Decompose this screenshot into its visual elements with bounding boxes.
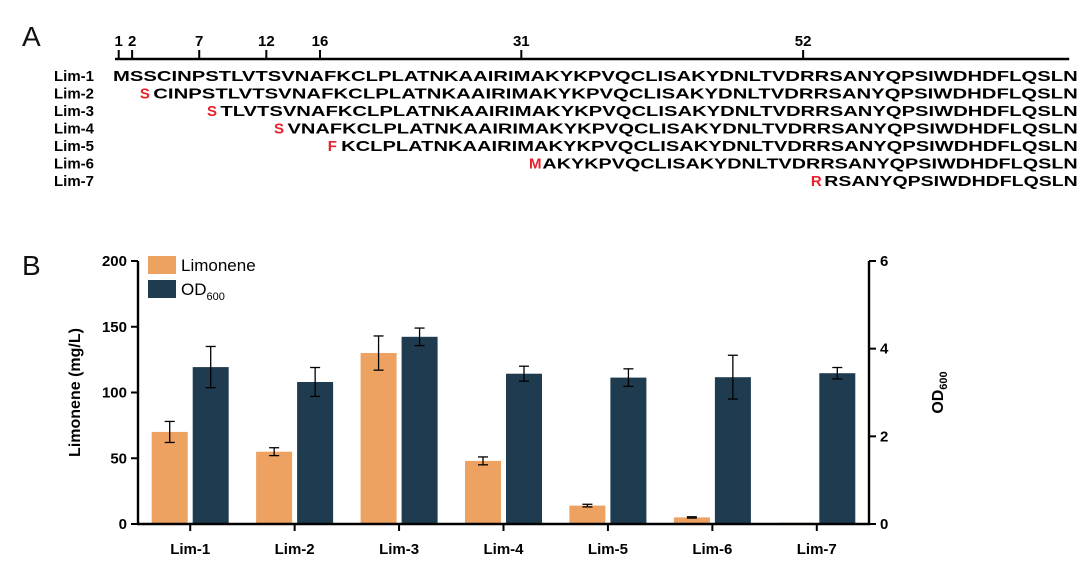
legend-label-main: OD: [181, 280, 207, 299]
bar-od: [506, 373, 542, 524]
bar-chart: 0 50 100 150 200 0 2 4 6 Lim-1 Lim-2 Lim-3 Lim-4 Lim-…: [67, 253, 950, 558]
y2-axis-title-main: OD: [930, 390, 947, 414]
highlight-residue: S: [274, 121, 284, 138]
error-bar: [164, 420, 175, 444]
bar-od: [610, 377, 647, 524]
ruler-number: 12: [258, 33, 275, 50]
right-tick-label: 0: [880, 516, 888, 533]
ruler-number: 2: [128, 33, 136, 50]
legend-label-sub: 600: [207, 291, 225, 303]
category-label: Lim-7: [797, 541, 837, 558]
category-label: Lim-6: [692, 541, 732, 558]
ruler-number: 1: [115, 33, 123, 50]
error-bar: [373, 335, 384, 371]
bar-limonene: [360, 353, 397, 524]
ruler-number: 7: [195, 33, 203, 50]
highlight-residue: M: [529, 156, 542, 173]
highlight-residue: R: [811, 173, 822, 190]
error-bar: [727, 354, 738, 400]
ruler-number: 52: [795, 33, 812, 50]
sequence-text: TLVTSVNAFKCLPLATNKAAIRIMAKYKPVQCLISAKYDN…: [220, 103, 1077, 120]
panel-a-label: A: [22, 21, 41, 52]
category-label: Lim-5: [588, 541, 628, 558]
bar-od: [819, 373, 856, 524]
sequence-text: CINPSTLVTSVNAFKCLPLATNKAAIRIMAKYKPVQCLIS…: [153, 86, 1078, 103]
legend-label: OD600: [181, 280, 225, 303]
row-name: Lim-4: [54, 121, 95, 138]
right-tick-label: 2: [880, 428, 888, 445]
legend-swatch-od: [148, 280, 176, 298]
left-tick-label: 100: [102, 385, 127, 402]
category-label: Lim-4: [483, 541, 524, 558]
bar-limonene: [569, 505, 606, 524]
bar-limonene: [673, 517, 710, 524]
ruler-number: 31: [513, 33, 530, 50]
left-tick-label: 50: [110, 450, 127, 467]
bar-od: [297, 382, 334, 524]
ruler-number: 16: [312, 33, 329, 50]
error-bar: [686, 516, 697, 519]
error-bar: [414, 327, 425, 347]
error-bar: [832, 366, 843, 380]
left-tick-label: 150: [102, 319, 127, 336]
error-bar: [478, 456, 488, 466]
right-tick-label: 6: [880, 253, 888, 270]
error-bar: [205, 345, 216, 389]
highlight-residue: S: [140, 86, 150, 103]
sequence-text: VNAFKCLPLATNKAAIRIMAKYKPVQCLISAKYDNLTVDR…: [287, 121, 1077, 138]
error-bar: [269, 447, 280, 457]
sequence-text: RSANYQPSIWDHDFLQSLN: [824, 173, 1078, 190]
legend-label: Limonene: [181, 256, 256, 275]
error-bar: [623, 368, 634, 388]
left-tick-label: 0: [119, 516, 127, 533]
y-axis-title: Limonene (mg/L): [67, 328, 84, 457]
legend-swatch-limonene: [148, 256, 176, 274]
highlight-residue: S: [207, 103, 217, 120]
y2-axis-title: OD600: [930, 371, 950, 413]
legend-label-main: Limonene: [181, 256, 256, 275]
error-bar: [582, 503, 593, 508]
highlight-residue: F: [328, 138, 337, 155]
error-bar: [519, 365, 529, 382]
right-tick-label: 4: [880, 341, 889, 358]
sequence-text: MSSCINPSTLVTSVNAFKCLPLATNKAAIRIMAKYKPVQC…: [113, 68, 1078, 85]
y2-axis-title-sub: 600: [938, 371, 950, 389]
panel-b-label: B: [22, 250, 41, 281]
sequence-text: KCLPLATNKAAIRIMAKYKPVQCLISAKYDNLTVDRRSAN…: [341, 138, 1078, 155]
bar-od: [714, 377, 751, 524]
bar-limonene: [256, 451, 293, 524]
category-label: Lim-3: [379, 541, 419, 558]
sequence-text: AKYKPVQCLISAKYDNLTVDRRSANYQPSIWDHDFLQSLN: [542, 156, 1077, 173]
bar-limonene: [465, 460, 501, 524]
row-name: Lim-1: [54, 68, 94, 85]
category-label: Lim-2: [275, 541, 315, 558]
row-name: Lim-6: [54, 156, 94, 173]
category-label: Lim-1: [170, 541, 210, 558]
row-name: Lim-5: [54, 138, 94, 155]
bar-od: [192, 367, 229, 524]
bar-od: [401, 336, 438, 524]
bar-limonene: [151, 431, 188, 524]
row-name: Lim-2: [54, 86, 94, 103]
row-name: Lim-3: [54, 103, 94, 120]
left-tick-label: 200: [102, 253, 127, 270]
row-name: Lim-7: [54, 173, 94, 190]
error-bar: [310, 366, 321, 398]
